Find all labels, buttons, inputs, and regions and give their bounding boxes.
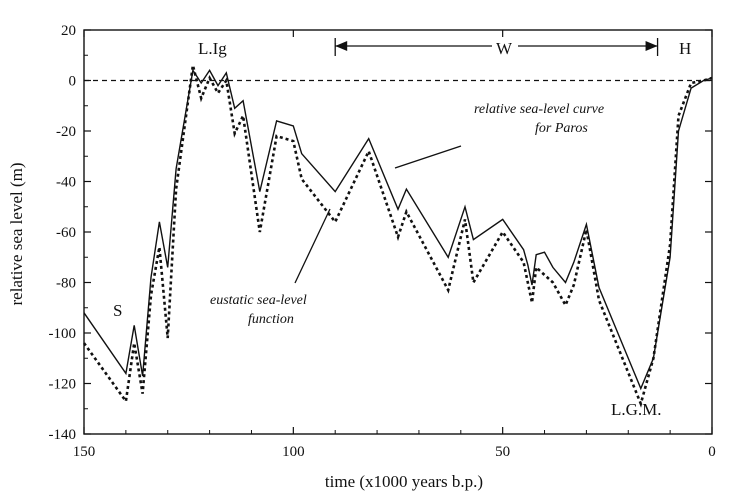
w-arrow-right [645, 41, 658, 51]
label-lgm: L.G.M. [611, 400, 662, 419]
y-axis-title: relative sea level (m) [7, 162, 26, 305]
plot-border [83, 29, 713, 435]
y-tick-label: -20 [56, 124, 76, 140]
paros-label-line1: relative sea-level curve [474, 102, 604, 117]
paros-pointer [394, 145, 462, 169]
label-w: W [496, 39, 513, 58]
label-s: S [113, 301, 122, 320]
x-tick-label: 150 [73, 444, 96, 460]
y-tick-label: -40 [56, 175, 76, 191]
label-h: H [679, 39, 691, 58]
paros-label-line2: for Paros [535, 121, 588, 136]
x-tick-label: 50 [495, 444, 510, 460]
eustatic-curve-line [82, 64, 713, 408]
y-tick-label: -60 [56, 225, 76, 241]
w-arrow-left [335, 41, 348, 51]
y-tick-label: -140 [49, 427, 77, 443]
y-tick-label: -120 [49, 377, 77, 393]
y-tick-label: -100 [49, 326, 77, 342]
eustatic-label-line2: function [248, 312, 294, 327]
x-tick-label: 100 [282, 444, 305, 460]
eustatic-label-line1: eustatic sea-level [210, 293, 307, 308]
paros-curve-line [83, 68, 713, 391]
eustatic-pointer [294, 208, 331, 284]
series-lines [82, 64, 713, 408]
annotations: S L.Ig L.G.M. W H relative sea-level cur… [113, 38, 691, 419]
y-tick-label: 20 [61, 23, 76, 39]
x-axis-title: time (x1000 years b.p.) [325, 472, 483, 491]
x-tick-label: 0 [708, 444, 716, 460]
y-tick-label: 0 [69, 74, 77, 90]
plot-frame [83, 29, 713, 435]
y-tick-label: -80 [56, 276, 76, 292]
label-lig: L.Ig [198, 39, 227, 58]
